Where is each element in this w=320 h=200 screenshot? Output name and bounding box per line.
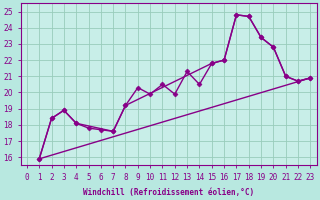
- X-axis label: Windchill (Refroidissement éolien,°C): Windchill (Refroidissement éolien,°C): [83, 188, 254, 197]
